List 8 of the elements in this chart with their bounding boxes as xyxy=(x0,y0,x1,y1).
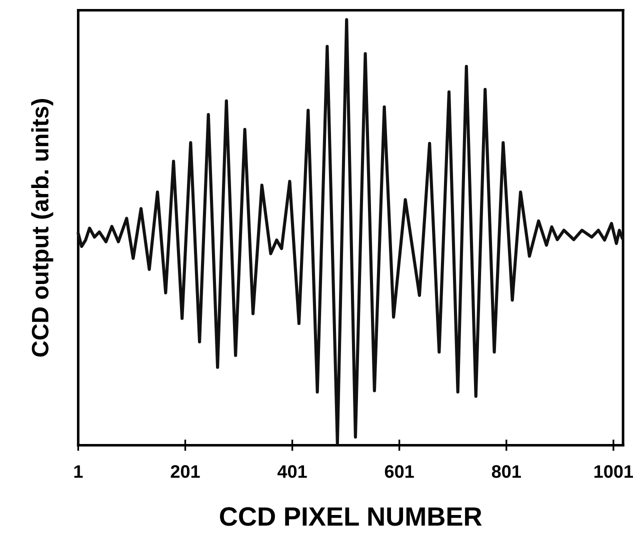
x-tick-label: 1 xyxy=(74,465,83,478)
x-tick-label: 601 xyxy=(384,465,414,478)
x-tick-label: 201 xyxy=(170,465,200,478)
x-axis-title: CCD PIXEL NUMBER xyxy=(220,507,482,526)
x-tick-label: 401 xyxy=(278,465,307,478)
x-tick-label: 801 xyxy=(492,465,521,478)
y-axis-title: CCD output (arb. units) xyxy=(31,99,54,357)
x-tick-label: 1001 xyxy=(594,465,633,478)
